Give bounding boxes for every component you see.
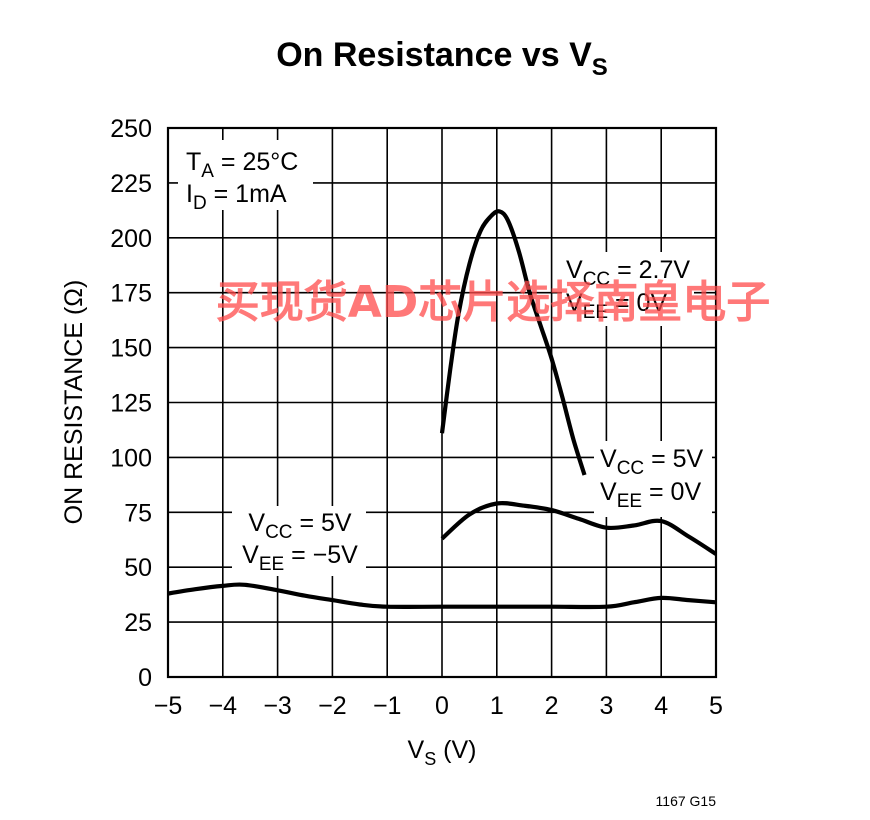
y-tick-label: 125 (110, 390, 152, 418)
conditions-annotation-bg (178, 140, 313, 210)
y-tick-label: 0 (138, 664, 152, 692)
annotation-line: ID = 1mA (186, 180, 287, 214)
x-tick-label: 5 (709, 692, 723, 720)
y-tick-label: 75 (124, 499, 152, 527)
conditions-annotation: TA = 25°CID = 1mA (186, 148, 298, 214)
annotation-line: VEE = 0V (566, 289, 667, 323)
series-line-vcc5 (440, 500, 718, 556)
annotation-line: TA = 25°C (186, 148, 298, 182)
vcc5vee-5-annotation-bg (232, 506, 366, 576)
vcc27-annotation-bg (562, 252, 694, 326)
plot-frame (166, 126, 718, 679)
x-tick-label: −2 (318, 692, 347, 720)
x-tick-label: −1 (373, 692, 402, 720)
vcc5-annotation-bg (594, 441, 712, 517)
annotation-line: VCC = 5V (248, 509, 352, 543)
annotation-line: VEE = 0V (600, 478, 701, 512)
y-tick-label: 200 (110, 225, 152, 253)
y-axis-label: ON RESISTANCE (Ω) (60, 280, 88, 525)
x-tick-label: −5 (154, 692, 183, 720)
x-tick-label: 3 (599, 692, 613, 720)
series-group (167, 209, 718, 610)
y-tick-label: 25 (124, 609, 152, 637)
y-tick-label: 150 (110, 335, 152, 363)
x-tick-label: 4 (654, 692, 668, 720)
x-tick-label: −4 (209, 692, 238, 720)
y-tick-label: 225 (110, 170, 152, 198)
annotation-line: VCC = 2.7V (566, 256, 690, 290)
y-tick-labels: 0 25 50 75 100 125 150 175 200 225 250 (110, 115, 152, 692)
x-tick-label: 1 (490, 692, 504, 720)
y-tick-label: 50 (124, 554, 152, 582)
grid (166, 126, 718, 679)
series-line-vcc5-vee-5 (167, 582, 717, 610)
watermark: 买现货AD芯片选择南皇电子 (216, 277, 771, 328)
figure-code: 1167 G15 (656, 793, 717, 809)
y-tick-label: 100 (110, 444, 152, 472)
y-tick-label: 175 (110, 280, 152, 308)
x-tick-label: 2 (545, 692, 559, 720)
chart-title: On Resistance vs VS (276, 36, 608, 81)
y-tick-label: 250 (110, 115, 152, 143)
x-axis-label: VS (V) (408, 736, 477, 769)
annotation-line: VCC = 5V (600, 445, 704, 479)
x-tick-label: 0 (435, 692, 449, 720)
x-tick-labels: −5 −4 −3 −2 −1 0 1 2 3 4 5 (154, 692, 723, 720)
series-line-vcc27 (439, 209, 587, 476)
annotation-line: VEE = −5V (242, 541, 358, 575)
x-tick-label: −3 (263, 692, 292, 720)
